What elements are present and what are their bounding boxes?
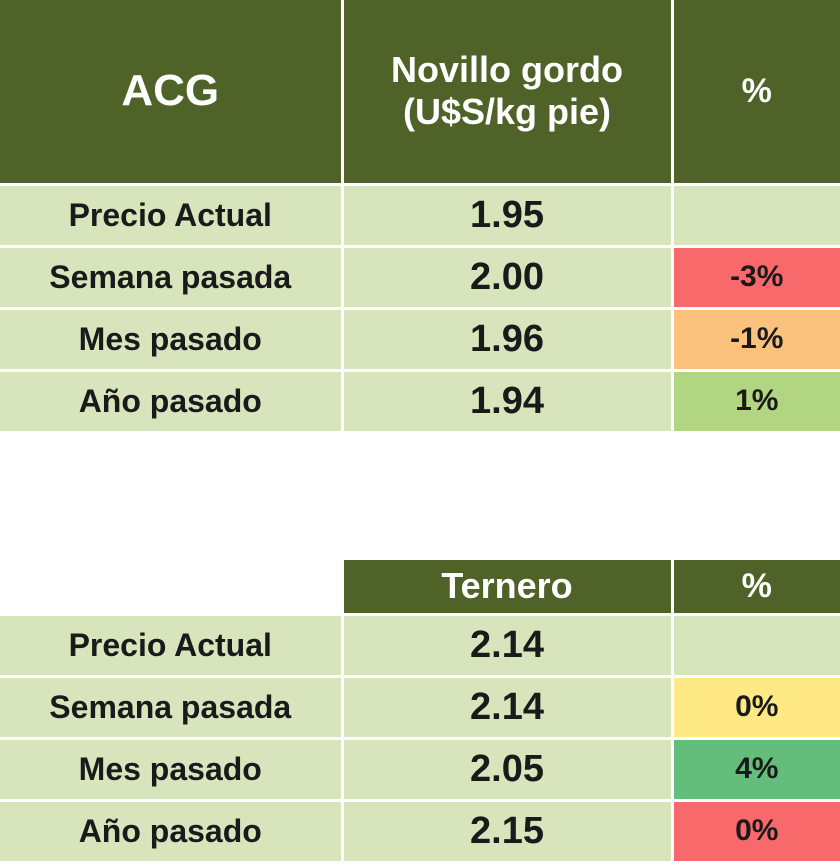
ternero-header: Ternero bbox=[342, 560, 674, 616]
row-label: Semana pasada bbox=[0, 246, 344, 310]
price-value: 2.00 bbox=[342, 246, 674, 310]
blank-header-cell bbox=[0, 560, 344, 616]
row-label: Semana pasada bbox=[0, 676, 344, 740]
percent-change bbox=[672, 614, 840, 678]
row-label: Año pasado bbox=[0, 370, 344, 434]
row-label: Precio Actual bbox=[0, 184, 344, 248]
price-value: 1.96 bbox=[342, 308, 674, 372]
percent-change: 4% bbox=[672, 738, 840, 802]
percent-change: 0% bbox=[672, 676, 840, 740]
ternero-price-table: Ternero % Precio Actual 2.14 Semana pasa… bbox=[0, 560, 840, 864]
acg-header: ACG bbox=[0, 0, 344, 186]
percent-header: % bbox=[672, 560, 840, 616]
table-row: Año pasado 2.15 0% bbox=[0, 800, 840, 864]
percent-change bbox=[672, 184, 840, 248]
novillo-price-table: ACG Novillo gordo (U$S/kg pie) % Precio … bbox=[0, 0, 840, 434]
table-row: Año pasado 1.94 1% bbox=[0, 370, 840, 434]
row-label: Año pasado bbox=[0, 800, 344, 864]
percent-change: -1% bbox=[672, 308, 840, 372]
table-header: Ternero % bbox=[0, 560, 840, 616]
price-value: 1.95 bbox=[342, 184, 674, 248]
row-label: Precio Actual bbox=[0, 614, 344, 678]
row-label: Mes pasado bbox=[0, 308, 344, 372]
percent-change: 1% bbox=[672, 370, 840, 434]
percent-change: 0% bbox=[672, 800, 840, 864]
table-row: Mes pasado 2.05 4% bbox=[0, 738, 840, 802]
price-value: 2.15 bbox=[342, 800, 674, 864]
price-value: 2.05 bbox=[342, 738, 674, 802]
price-value: 1.94 bbox=[342, 370, 674, 434]
table-row: Mes pasado 1.96 -1% bbox=[0, 308, 840, 372]
percent-header: % bbox=[672, 0, 840, 186]
row-label: Mes pasado bbox=[0, 738, 344, 802]
table-header: ACG Novillo gordo (U$S/kg pie) % bbox=[0, 0, 840, 186]
price-value: 2.14 bbox=[342, 676, 674, 740]
price-value: 2.14 bbox=[342, 614, 674, 678]
table-row: Semana pasada 2.14 0% bbox=[0, 676, 840, 740]
table-row: Precio Actual 1.95 bbox=[0, 184, 840, 248]
table-row: Precio Actual 2.14 bbox=[0, 614, 840, 678]
percent-change: -3% bbox=[672, 246, 840, 310]
novillo-gordo-header: Novillo gordo (U$S/kg pie) bbox=[342, 0, 674, 186]
table-row: Semana pasada 2.00 -3% bbox=[0, 246, 840, 310]
